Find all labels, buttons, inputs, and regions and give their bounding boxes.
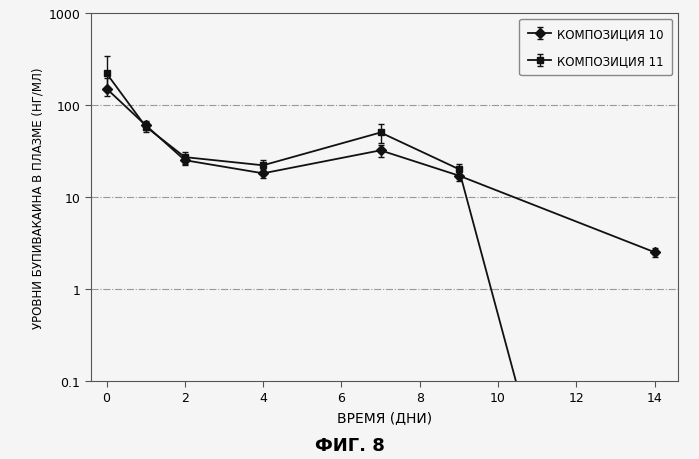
Y-axis label: УРОВНИ БУПИВАКАИНА В ПЛАЗМЕ (НГ/МЛ): УРОВНИ БУПИВАКАИНА В ПЛАЗМЕ (НГ/МЛ) [31, 67, 45, 328]
Legend: КОМПОЗИЦИЯ 10, КОМПОЗИЦИЯ 11: КОМПОЗИЦИЯ 10, КОМПОЗИЦИЯ 11 [519, 20, 672, 76]
Text: ФИГ. 8: ФИГ. 8 [315, 437, 384, 454]
X-axis label: ВРЕМЯ (ДНИ): ВРЕМЯ (ДНИ) [337, 410, 432, 424]
